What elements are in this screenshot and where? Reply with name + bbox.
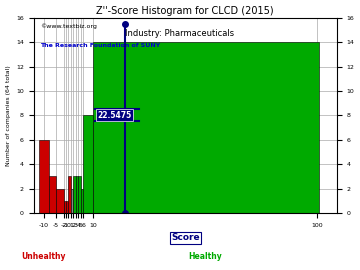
Bar [39,140,49,213]
Bar [66,201,68,213]
Bar [63,201,66,213]
Text: 22.5475: 22.5475 [98,111,132,120]
Title: Z''-Score Histogram for CLCD (2015): Z''-Score Histogram for CLCD (2015) [96,6,274,16]
Bar [93,42,319,213]
Text: Healthy: Healthy [188,252,222,261]
Text: ©www.textbiz.org: ©www.textbiz.org [40,23,96,29]
Text: Industry: Pharmaceuticals: Industry: Pharmaceuticals [125,29,235,38]
Bar [71,189,73,213]
Bar [78,176,81,213]
Bar [49,176,56,213]
Text: Unhealthy: Unhealthy [21,252,66,261]
Bar [73,176,76,213]
Bar [76,176,78,213]
Bar [68,176,71,213]
Bar [84,115,93,213]
Bar [81,189,84,213]
Bar [56,189,63,213]
Y-axis label: Number of companies (64 total): Number of companies (64 total) [5,65,10,166]
Text: The Research Foundation of SUNY: The Research Foundation of SUNY [40,43,160,48]
X-axis label: Score: Score [171,233,199,242]
